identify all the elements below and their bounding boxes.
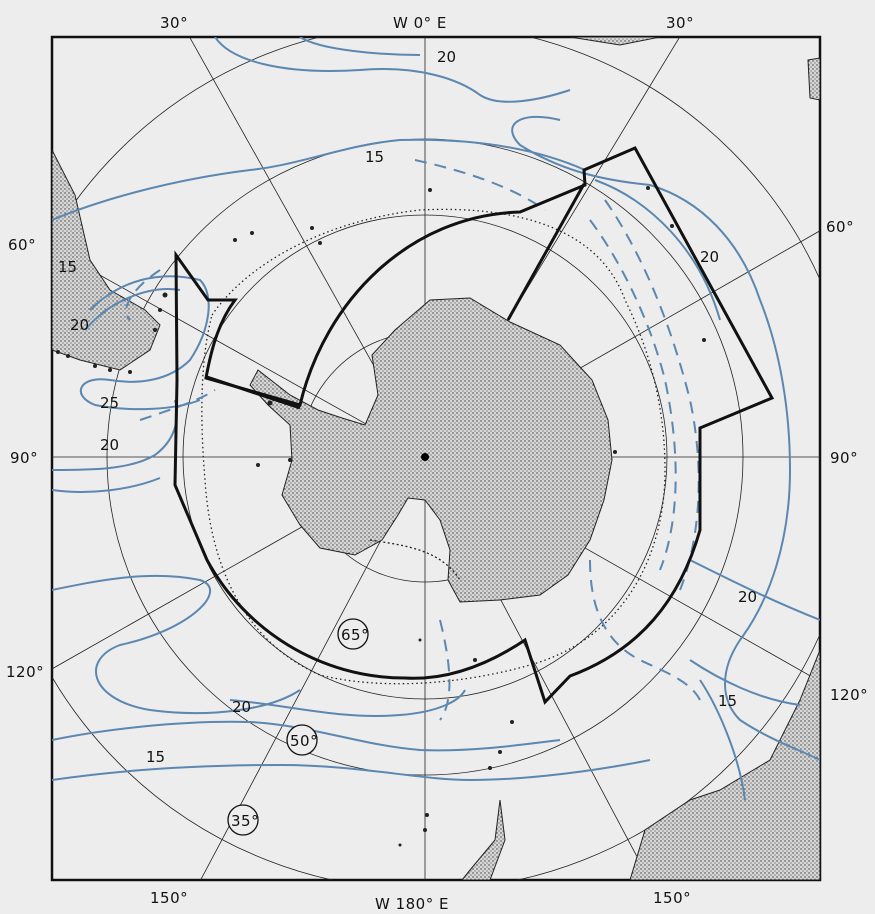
contour-label-20-lower-right: 20 — [738, 588, 757, 606]
contour-label-15-lower-right: 15 — [718, 692, 737, 710]
latitude-markers: 65° 50° 35° — [227, 618, 369, 836]
shelf-dotted — [369, 539, 461, 581]
ice-edge-dotted — [201, 208, 666, 685]
contour-label-20-left: 20 — [70, 316, 89, 334]
lat-50-circle — [286, 724, 318, 756]
inner-boundary-right — [506, 183, 586, 321]
contour-label-20-left-low: 20 — [100, 436, 119, 454]
south-pole-marker — [421, 453, 429, 461]
sector-boundary — [173, 146, 775, 705]
lat-35-label: 35° — [231, 812, 259, 830]
small-island-right — [807, 57, 820, 101]
new-zealand — [461, 799, 506, 880]
lon-label-180: W 180° E — [375, 895, 449, 913]
contours-dashed — [125, 159, 701, 721]
contours — [52, 37, 820, 801]
antarctica — [249, 297, 613, 603]
contour-label-20-top: 20 — [437, 48, 456, 66]
lon-label-60-left: 60° — [8, 236, 36, 254]
lon-label-0: W 0° E — [393, 14, 447, 32]
contour-label-15-left: 15 — [58, 258, 77, 276]
islands — [56, 186, 706, 847]
lon-label-90-right: 90° — [830, 449, 858, 467]
lon-label-90-left: 90° — [10, 449, 38, 467]
land-masses — [52, 37, 820, 880]
contour-label-15-bottom: 15 — [146, 748, 165, 766]
inner-boundary — [206, 375, 301, 410]
lat-50-label: 50° — [290, 732, 318, 750]
longitude-labels: 30° W 0° E 30° 60° 60° 90° 90° 120° 120°… — [6, 14, 868, 913]
lat-35-circle — [227, 804, 259, 836]
lon-label-150-right: 150° — [653, 889, 691, 907]
contour-labels: 20 15 20 15 20 25 20 20 15 20 15 — [58, 48, 757, 766]
lat-65-label: 65° — [341, 626, 369, 644]
lon-label-120-right: 120° — [830, 686, 868, 704]
contour-label-25-left: 25 — [100, 394, 119, 412]
contour-label-20-bottom: 20 — [232, 698, 251, 716]
south-america — [52, 149, 161, 371]
australia — [629, 649, 820, 880]
lat-65-circle — [337, 618, 369, 650]
contour-label-15-top: 15 — [365, 148, 384, 166]
lon-label-60-right: 60° — [826, 218, 854, 236]
africa-tip — [569, 37, 661, 46]
lon-label-30-right: 30° — [666, 14, 694, 32]
lon-label-150-left: 150° — [150, 889, 188, 907]
lon-label-30-left: 30° — [160, 14, 188, 32]
lon-label-120-left: 120° — [6, 663, 44, 681]
contour-label-20-right: 20 — [700, 248, 719, 266]
